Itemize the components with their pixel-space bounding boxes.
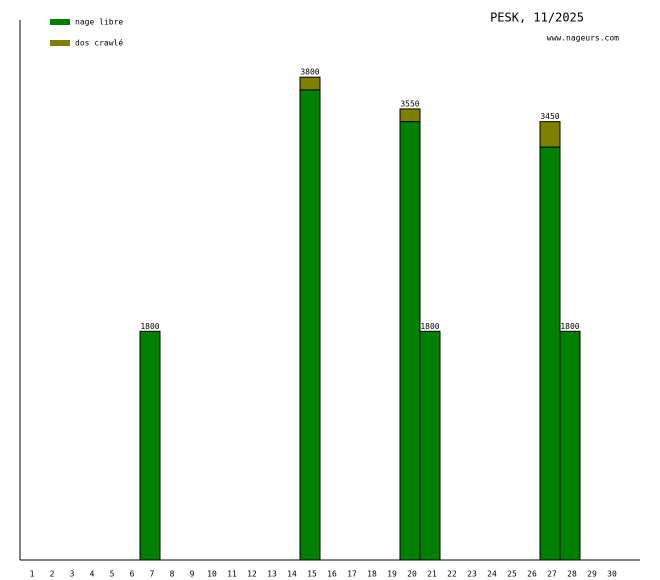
bar-total-label: 3550 — [400, 99, 419, 108]
bar-segment — [139, 330, 161, 561]
bar-segment — [399, 121, 421, 561]
x-tick-label: 11 — [227, 570, 237, 579]
x-tick-label: 8 — [170, 570, 175, 579]
legend-label: nage libre — [75, 18, 123, 27]
x-tick-label: 28 — [567, 570, 577, 579]
x-tick-label: 4 — [90, 570, 95, 579]
x-tick-label: 2 — [50, 570, 55, 579]
x-tick-label: 23 — [467, 570, 477, 579]
x-tick-label: 12 — [247, 570, 257, 579]
legend-label: dos crawlé — [75, 38, 123, 48]
x-tick-label: 21 — [427, 570, 437, 579]
x-tick-label: 19 — [387, 570, 397, 579]
x-tick-label: 20 — [407, 570, 417, 579]
bar-segment — [399, 108, 421, 123]
x-tick-label: 14 — [287, 570, 297, 579]
legend-swatch — [50, 19, 70, 25]
bar-segment — [299, 76, 321, 91]
x-tick-label: 10 — [207, 570, 217, 579]
bar-total-label: 1800 — [420, 322, 439, 331]
bar-segment — [419, 330, 441, 561]
bar-segment — [539, 121, 561, 148]
x-tick-label: 16 — [327, 570, 337, 579]
x-tick-label: 24 — [487, 570, 497, 579]
chart-title: PESK, 11/2025 — [490, 11, 584, 25]
x-tick-label: 26 — [527, 570, 537, 579]
x-tick-label: 27 — [547, 570, 557, 579]
bar-total-label: 3450 — [540, 112, 559, 121]
bar-segment — [539, 146, 561, 561]
x-tick-label: 7 — [150, 570, 155, 579]
x-tick-label: 5 — [110, 570, 115, 579]
bar-total-label: 3800 — [300, 68, 319, 77]
x-tick-label: 9 — [190, 570, 195, 579]
x-tick-label: 22 — [447, 570, 457, 579]
x-tick-label: 3 — [70, 570, 75, 579]
bar-total-label: 1800 — [140, 322, 159, 331]
x-tick-label: 6 — [130, 570, 135, 579]
x-tick-label: 1 — [30, 570, 35, 579]
x-tick-label: 15 — [307, 570, 317, 579]
legend-swatch — [50, 40, 70, 46]
x-tick-label: 17 — [347, 570, 357, 579]
x-tick-label: 30 — [607, 570, 617, 579]
x-tick-label: 25 — [507, 570, 517, 579]
bar-segment — [299, 89, 321, 561]
bar-total-label: 1800 — [560, 322, 579, 331]
bar-segment — [559, 330, 581, 561]
chart-subtitle: www.nageurs.com — [547, 34, 619, 43]
x-tick-label: 13 — [267, 570, 277, 579]
x-tick-label: 29 — [587, 570, 597, 579]
x-tick-label: 18 — [367, 570, 377, 579]
